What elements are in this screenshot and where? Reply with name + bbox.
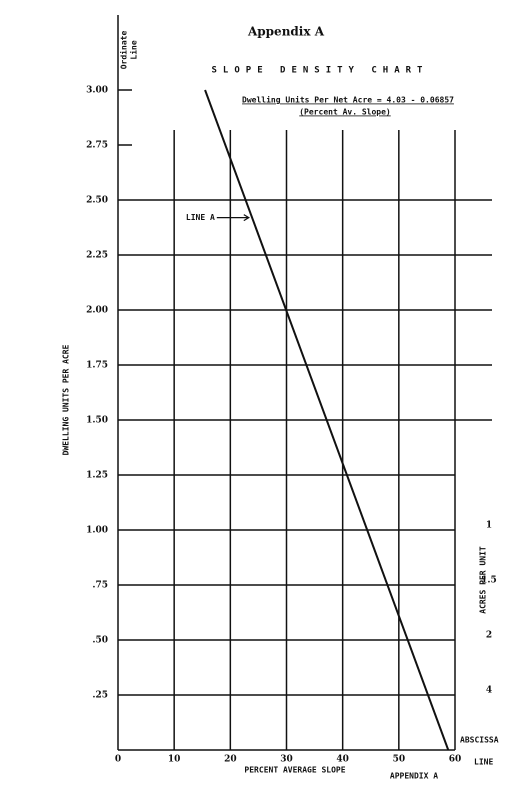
y-tick-label: 2.75 <box>86 141 108 151</box>
abscissa-label: ABSCISSA <box>460 736 499 745</box>
x-tick-label: 60 <box>449 755 462 765</box>
secondary-tick-label: 4 <box>486 686 492 696</box>
y-tick-label: 2.25 <box>86 251 108 261</box>
y-tick-label: 1.00 <box>86 526 108 536</box>
x-tick-label: 30 <box>280 755 293 765</box>
footer: APPENDIX A <box>390 772 438 781</box>
y-tick-label: .75 <box>92 581 108 591</box>
y-tick-label: 1.75 <box>86 361 108 371</box>
formula: (Percent Av. Slope) <box>299 108 391 117</box>
secondary-axis-label: ACRES PER UNIT <box>479 546 488 614</box>
chart-subtitle: SLOPE DENSITY CHART <box>212 66 429 76</box>
secondary-tick-label: 1 <box>486 521 492 531</box>
x-tick-label: 0 <box>115 755 121 765</box>
x-tick-label: 40 <box>336 755 349 765</box>
secondary-tick-label: 1.5 <box>481 576 497 586</box>
chart-title: Appendix A <box>247 25 325 39</box>
x-axis-label: PERCENT AVERAGE SLOPE <box>244 766 345 775</box>
series-line <box>204 89 450 751</box>
x-tick-label: 50 <box>393 755 406 765</box>
ordinate-label: Line <box>129 40 139 59</box>
x-tick-label: 20 <box>224 755 237 765</box>
y-tick-label: 2.00 <box>86 306 108 316</box>
line-label-arrow <box>216 214 250 222</box>
y-axis-label: DWELLING UNITS PER ACRE <box>62 344 71 455</box>
formula: Dwelling Units Per Net Acre = 4.03 - 0.0… <box>242 95 454 105</box>
y-tick-label: .50 <box>92 636 108 646</box>
y-tick-label: 3.00 <box>86 86 108 96</box>
secondary-tick-label: 2 <box>486 631 492 641</box>
x-tick-label: 10 <box>168 755 181 765</box>
y-tick-label: 1.50 <box>86 416 108 426</box>
abscissa-label: LINE <box>474 758 493 767</box>
y-tick-label: 2.50 <box>86 196 108 206</box>
y-tick-label: .25 <box>92 691 108 701</box>
ordinate-label: Ordinate <box>119 31 129 70</box>
line-label: LINE A <box>186 213 215 222</box>
y-tick-label: 1.25 <box>86 471 108 481</box>
